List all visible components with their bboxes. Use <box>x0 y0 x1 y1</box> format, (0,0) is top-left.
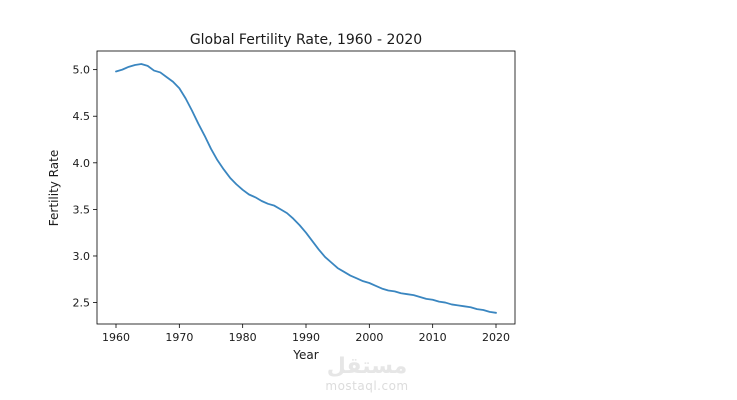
y-tick-label: 5.0 <box>73 64 91 77</box>
x-tick-label: 1990 <box>292 331 320 344</box>
y-axis-ticks: 2.5 3.0 3.5 4.0 4.5 5.0 <box>73 64 97 310</box>
watermark: مستقل mostaql.com <box>325 354 408 393</box>
y-tick-label: 3.5 <box>73 203 91 216</box>
plot-area-frame <box>96 50 516 325</box>
series-line <box>115 63 497 314</box>
y-tick-label: 2.5 <box>73 297 91 310</box>
watermark-logo: مستقل <box>327 354 407 379</box>
watermark-url: mostaql.com <box>325 379 408 393</box>
x-axis-ticks: 1960 1970 1980 1990 2000 2010 2020 <box>102 324 510 344</box>
y-axis-label: Fertility Rate <box>47 150 61 226</box>
x-axis-label: Year <box>292 348 318 362</box>
series-group <box>115 63 497 314</box>
x-tick-label: 1970 <box>165 331 193 344</box>
x-tick-label: 1980 <box>229 331 257 344</box>
y-tick-label: 4.5 <box>73 110 91 123</box>
y-tick-label: 4.0 <box>73 157 91 170</box>
x-tick-label: 2010 <box>419 331 447 344</box>
x-tick-label: 2020 <box>482 331 510 344</box>
chart-title: Global Fertility Rate, 1960 - 2020 <box>190 32 422 48</box>
x-tick-label: 1960 <box>102 331 130 344</box>
y-tick-label: 3.0 <box>73 250 91 263</box>
x-tick-label: 2000 <box>355 331 383 344</box>
